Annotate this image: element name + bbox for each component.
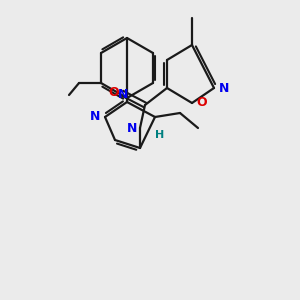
Text: N: N xyxy=(90,110,100,124)
Text: O: O xyxy=(197,97,207,110)
Text: N: N xyxy=(219,82,229,94)
Text: N: N xyxy=(118,88,128,100)
Text: N: N xyxy=(127,122,137,134)
Text: H: H xyxy=(155,130,165,140)
Text: O: O xyxy=(109,86,119,100)
